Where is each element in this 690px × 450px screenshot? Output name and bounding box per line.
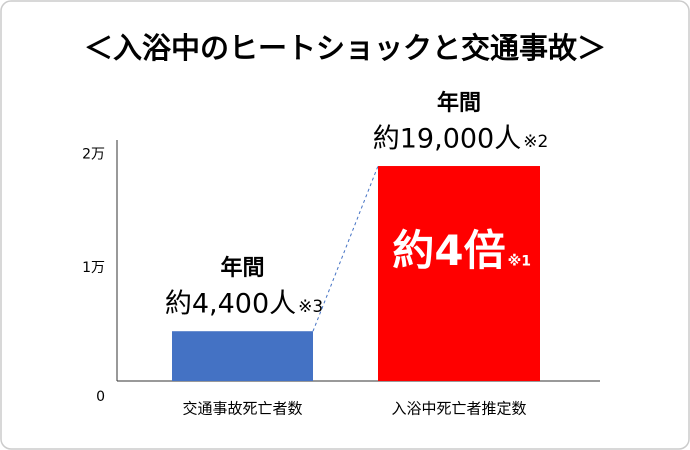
y-tick-label: 2万 bbox=[82, 147, 105, 163]
annotation-note: ※1 bbox=[508, 254, 531, 270]
y-tick-label: 0 bbox=[96, 389, 105, 405]
bar bbox=[378, 166, 540, 381]
x-tick-label: 入浴中死亡者推定数 bbox=[391, 400, 526, 418]
note: ※2 bbox=[523, 132, 548, 152]
value-label: 約19,000人 bbox=[373, 124, 521, 155]
annotation: 約4倍 bbox=[392, 226, 505, 275]
bar bbox=[172, 331, 313, 381]
note: ※3 bbox=[298, 297, 323, 317]
period-label: 年間 bbox=[220, 255, 264, 281]
y-tick-label: 1万 bbox=[82, 260, 105, 276]
chart-title: ＜入浴中のヒートショックと交通事故＞ bbox=[84, 31, 606, 65]
value-label: 約4,400人 bbox=[165, 289, 296, 320]
x-tick-label: 交通事故死亡者数 bbox=[182, 400, 302, 418]
period-label: 年間 bbox=[437, 90, 481, 116]
